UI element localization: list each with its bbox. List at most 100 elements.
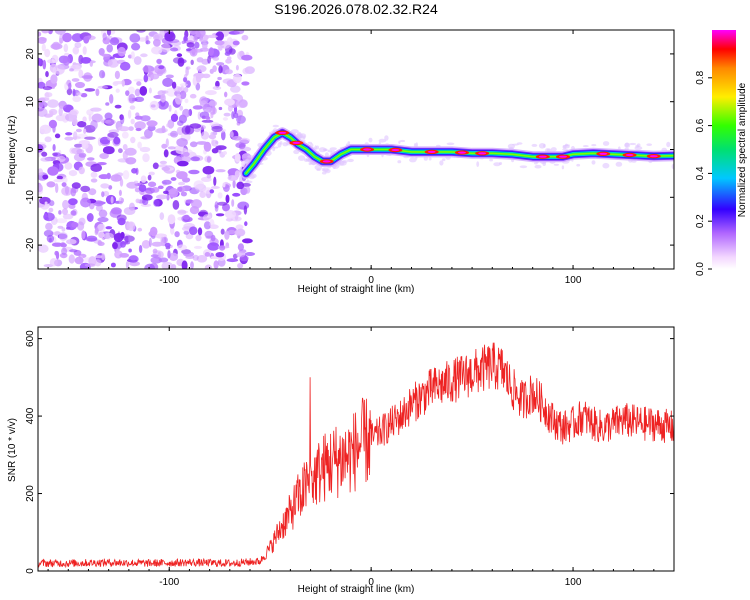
snr-series	[38, 342, 674, 569]
noise-speckle	[90, 119, 98, 130]
track-peak-core	[278, 131, 287, 134]
noise-speckle	[98, 174, 110, 180]
noise-speckle	[125, 90, 130, 96]
noise-speckle	[237, 263, 244, 269]
track-halo-speckle	[293, 149, 300, 155]
noise-speckle	[156, 127, 168, 133]
colorbar-tick-label: 0.4	[695, 166, 706, 180]
noise-speckle	[117, 126, 130, 132]
track-halo-speckle	[516, 142, 523, 145]
noise-speckle	[71, 33, 84, 43]
noise-speckle	[121, 131, 129, 139]
noise-speckle	[47, 99, 59, 108]
track-peak-core	[649, 155, 658, 158]
noise-speckle	[166, 123, 170, 128]
noise-speckle	[241, 153, 252, 162]
noise-speckle	[215, 169, 226, 173]
noise-speckle	[51, 242, 63, 247]
noise-speckle	[44, 48, 51, 58]
noise-speckle	[51, 84, 56, 89]
noise-speckle	[53, 179, 64, 183]
noise-speckle	[183, 214, 190, 220]
noise-speckle	[74, 256, 84, 265]
noise-speckle	[62, 32, 72, 43]
noise-speckle	[144, 263, 156, 269]
noise-speckle	[190, 156, 200, 162]
noise-speckle	[136, 81, 142, 86]
noise-speckle	[145, 40, 151, 45]
track-peak-core	[391, 148, 400, 152]
noise-speckle	[101, 53, 110, 57]
noise-speckle	[105, 35, 113, 39]
noise-speckle	[238, 137, 251, 144]
noise-speckle	[210, 186, 220, 189]
noise-speckle	[56, 175, 63, 180]
noise-speckle	[195, 82, 201, 91]
snr-y-tick-label: 600	[25, 330, 36, 347]
noise-speckle	[38, 36, 47, 44]
spectrogram-x-tick-label: 0	[368, 275, 374, 286]
spectrogram-y-tick-label: -20	[25, 237, 36, 252]
noise-speckle	[42, 59, 47, 70]
track-peak-core	[427, 150, 436, 153]
noise-speckle	[55, 251, 60, 260]
track-halo-speckle	[550, 147, 557, 152]
snr-x-ticks: -100 0 100	[47, 327, 675, 588]
noise-speckle	[48, 207, 54, 213]
signal-track	[240, 124, 674, 184]
noise-speckle	[77, 121, 87, 128]
noise-speckle	[122, 144, 128, 151]
noise-speckle	[40, 157, 52, 162]
noise-speckle	[54, 133, 61, 139]
track-halo-speckle	[476, 161, 480, 168]
spectrogram-y-ticks: -20 -10 0 10 20	[25, 48, 674, 252]
noise-speckle	[164, 242, 171, 248]
noise-speckle	[127, 109, 132, 119]
noise-speckle	[185, 255, 195, 259]
noise-speckle	[84, 263, 96, 268]
noise-speckle	[195, 73, 202, 83]
noise-speckle	[39, 101, 48, 108]
noise-speckle	[212, 65, 217, 73]
noise-speckle	[208, 47, 214, 56]
noise-speckle	[228, 229, 236, 235]
noise-speckle	[87, 157, 95, 161]
noise-speckle	[88, 113, 92, 122]
noise-speckle	[113, 232, 124, 243]
noise-speckle	[68, 170, 78, 177]
snr-y-ticks: 0 200 400 600	[25, 330, 674, 574]
track-halo-speckle	[582, 145, 589, 148]
noise-speckle	[74, 143, 83, 148]
noise-speckle	[194, 41, 200, 49]
noise-speckle	[58, 107, 63, 116]
noise-speckle	[161, 166, 171, 171]
track-halo-speckle	[316, 168, 321, 171]
noise-speckle	[58, 210, 62, 215]
noise-speckle	[224, 69, 233, 75]
noise-speckle	[159, 212, 165, 221]
noise-speckle	[196, 57, 204, 63]
noise-speckle	[49, 110, 54, 117]
track-halo-speckle	[318, 147, 327, 153]
noise-speckle	[237, 201, 250, 210]
noise-speckle	[123, 207, 136, 215]
noise-speckle	[110, 196, 114, 204]
noise-speckle	[38, 57, 42, 66]
noise-speckle	[77, 221, 85, 231]
noise-speckle	[62, 213, 74, 220]
noise-speckle	[167, 250, 171, 259]
noise-speckle	[125, 157, 137, 165]
noise-speckle	[148, 181, 157, 188]
noise-speckle	[140, 115, 151, 122]
noise-speckle	[101, 191, 105, 198]
noise-speckle	[106, 44, 113, 53]
spectrogram-y-tick-label: 0	[25, 146, 36, 152]
noise-speckle	[99, 153, 109, 159]
noise-speckle	[95, 204, 103, 212]
noise-speckle	[127, 86, 135, 94]
noise-speckle	[224, 91, 228, 98]
noise-speckle	[209, 189, 215, 194]
noise-speckle	[196, 254, 208, 263]
noise-speckle	[191, 199, 202, 209]
